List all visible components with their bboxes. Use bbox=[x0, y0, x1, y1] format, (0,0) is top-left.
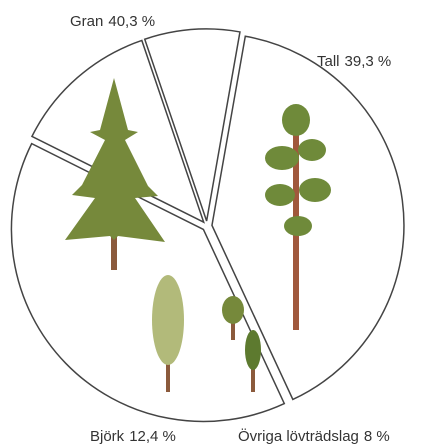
category-label: Gran bbox=[70, 13, 103, 30]
value-label: 40,3 % bbox=[108, 13, 155, 30]
category-label: Björk bbox=[90, 428, 125, 445]
slice-label: Tall 39,3 % bbox=[317, 53, 391, 70]
deciduous bbox=[222, 296, 244, 324]
slice-label: Övriga lövträdslag 8 % bbox=[238, 427, 390, 445]
deciduous bbox=[245, 330, 261, 370]
value-label: 39,3 % bbox=[345, 53, 392, 70]
category-label: Övriga lövträdslag bbox=[238, 427, 359, 445]
slice-label: Gran 40,3 % bbox=[70, 13, 155, 30]
category-label: Tall bbox=[317, 53, 340, 70]
birch bbox=[152, 275, 184, 365]
value-label: 8 % bbox=[364, 428, 390, 445]
slices bbox=[11, 29, 404, 421]
chart: Gran 40,3 % Tall 39,3 % Björk12,4 % Övriga lö… bbox=[0, 0, 422, 448]
value-label: 12,4 % bbox=[129, 428, 176, 445]
